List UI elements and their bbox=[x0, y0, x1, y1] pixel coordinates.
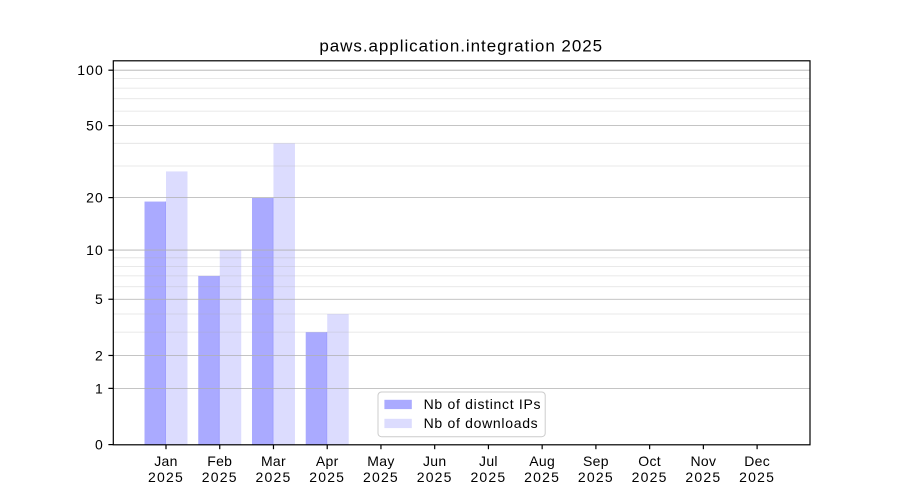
svg-text:May: May bbox=[367, 453, 394, 469]
svg-text:Aug: Aug bbox=[529, 453, 555, 469]
svg-text:Feb: Feb bbox=[207, 453, 232, 469]
svg-text:Nb of downloads: Nb of downloads bbox=[424, 415, 539, 431]
svg-text:Dec: Dec bbox=[744, 453, 770, 469]
svg-text:1: 1 bbox=[95, 380, 104, 396]
svg-text:10: 10 bbox=[86, 242, 104, 258]
svg-text:2025: 2025 bbox=[578, 469, 614, 485]
svg-text:2: 2 bbox=[95, 347, 104, 363]
svg-text:Oct: Oct bbox=[638, 453, 661, 469]
svg-text:2025: 2025 bbox=[363, 469, 399, 485]
svg-text:2025: 2025 bbox=[417, 469, 453, 485]
svg-text:2025: 2025 bbox=[148, 469, 184, 485]
svg-text:20: 20 bbox=[86, 190, 104, 206]
svg-text:2025: 2025 bbox=[309, 469, 345, 485]
svg-text:Apr: Apr bbox=[316, 453, 339, 469]
svg-text:2025: 2025 bbox=[255, 469, 291, 485]
svg-text:0: 0 bbox=[95, 437, 104, 453]
svg-text:2025: 2025 bbox=[632, 469, 668, 485]
svg-text:Jul: Jul bbox=[479, 453, 498, 469]
svg-text:Jan: Jan bbox=[154, 453, 177, 469]
svg-text:Mar: Mar bbox=[261, 453, 286, 469]
svg-text:paws.application.integration 2: paws.application.integration 2025 bbox=[319, 36, 603, 55]
svg-text:5: 5 bbox=[95, 291, 104, 307]
svg-text:Nb of distinct IPs: Nb of distinct IPs bbox=[424, 396, 542, 412]
svg-text:100: 100 bbox=[77, 62, 104, 78]
svg-text:2025: 2025 bbox=[524, 469, 560, 485]
svg-text:2025: 2025 bbox=[202, 469, 238, 485]
svg-text:Sep: Sep bbox=[583, 453, 609, 469]
svg-text:Jun: Jun bbox=[423, 453, 446, 469]
svg-text:2025: 2025 bbox=[739, 469, 775, 485]
svg-text:50: 50 bbox=[86, 118, 104, 134]
svg-text:2025: 2025 bbox=[685, 469, 721, 485]
svg-text:Nov: Nov bbox=[690, 453, 716, 469]
svg-text:2025: 2025 bbox=[470, 469, 506, 485]
